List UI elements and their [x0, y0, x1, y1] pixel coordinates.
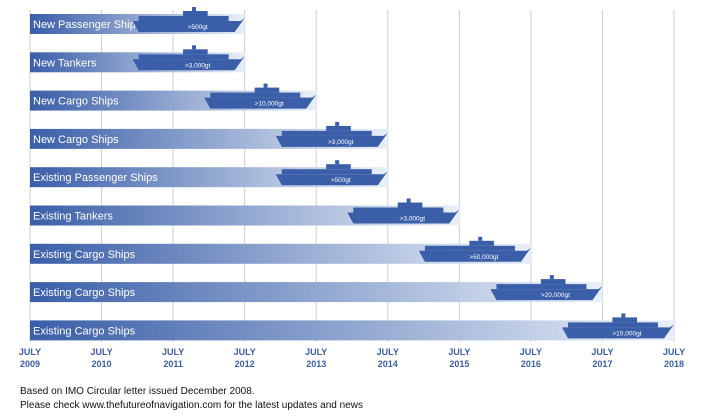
- row-label: Existing Cargo Ships: [33, 325, 136, 337]
- x-axis: JULY 2009 JULY 2010 JULY 2011 JULY 2012 JULY 2013…: [19, 347, 685, 369]
- ship-size-label: >50,000gt: [469, 254, 498, 261]
- ship-icon: [347, 198, 460, 224]
- x-tick-month: JULY: [90, 347, 112, 357]
- x-tick-year: 2011: [163, 359, 183, 369]
- x-tick-year: 2009: [20, 359, 40, 369]
- row-label: New Cargo Ships: [33, 96, 119, 108]
- timeline-row: New Cargo Ships >10,000gt: [30, 83, 317, 111]
- x-tick-year: 2018: [664, 359, 684, 369]
- timeline-bar: [30, 320, 674, 341]
- ship-size-label: >10,000gt: [255, 101, 284, 108]
- ship-icon: [562, 313, 674, 339]
- timeline-row: New Passenger Ships >500gt: [30, 7, 245, 34]
- ship-size-label: >500gt: [188, 24, 208, 31]
- x-tick-month: JULY: [377, 347, 399, 357]
- ship-icon: [132, 7, 245, 32]
- x-tick-year: 2014: [378, 359, 398, 369]
- x-tick-month: JULY: [448, 347, 470, 357]
- row-label: Existing Cargo Ships: [33, 287, 136, 299]
- row-label: New Cargo Ships: [33, 134, 119, 146]
- ship-size-label: >500gt: [331, 177, 351, 184]
- x-tick-month: JULY: [520, 347, 542, 357]
- row-label: Existing Cargo Ships: [33, 249, 136, 261]
- ship-icon: [132, 45, 245, 71]
- row-label: New Passenger Ships: [33, 19, 142, 31]
- x-tick-month: JULY: [591, 347, 613, 357]
- x-tick-year: 2013: [306, 359, 326, 369]
- footnote-source: Based on IMO Circular letter issued Dece…: [20, 386, 255, 397]
- x-tick-year: 2016: [521, 359, 541, 369]
- row-label: Existing Passenger Ships: [33, 172, 158, 184]
- timeline-row: New Tankers >3,000gt: [30, 45, 245, 73]
- x-tick-year: 2017: [592, 359, 612, 369]
- timeline-row: Existing Cargo Ships >50,000gt: [30, 236, 531, 264]
- ship-size-label: >3,000gt: [328, 139, 354, 146]
- row-label: Existing Tankers: [33, 211, 113, 223]
- ship-icon: [204, 83, 317, 109]
- ship-size-label: >10,000gt: [612, 330, 641, 337]
- x-tick-year: 2012: [235, 359, 255, 369]
- row-label: New Tankers: [33, 57, 97, 69]
- ship-size-label: >20,000gt: [541, 292, 570, 299]
- timeline-row: Existing Cargo Ships >10,000gt: [30, 313, 674, 341]
- x-tick-month: JULY: [663, 347, 685, 357]
- timeline-row: Existing Cargo Ships >20,000gt: [30, 275, 603, 303]
- ship-size-label: >3,000gt: [185, 62, 211, 69]
- timeline-bars: New Passenger Ships >500gt New Tankers >3,0…: [30, 7, 674, 341]
- x-tick-month: JULY: [305, 347, 327, 357]
- timeline-row: Existing Tankers >3,000gt: [30, 198, 460, 226]
- x-tick-month: JULY: [19, 347, 41, 357]
- footnote-website: Please check www.thefutureofnavigation.c…: [20, 400, 363, 411]
- timeline-bar: [30, 282, 603, 303]
- ship-icon: [490, 275, 603, 301]
- timeline-row: Existing Passenger Ships >500gt: [30, 160, 388, 188]
- timeline-bar: [30, 243, 531, 264]
- ship-icon: [275, 121, 388, 147]
- ship-icon: [418, 236, 531, 262]
- ship-icon: [275, 160, 388, 186]
- x-tick-month: JULY: [234, 347, 256, 357]
- timeline-row: New Cargo Ships >3,000gt: [30, 121, 388, 149]
- x-tick-month: JULY: [162, 347, 184, 357]
- x-tick-year: 2015: [449, 359, 469, 369]
- ship-size-label: >3,000gt: [400, 216, 426, 223]
- x-tick-year: 2010: [92, 359, 112, 369]
